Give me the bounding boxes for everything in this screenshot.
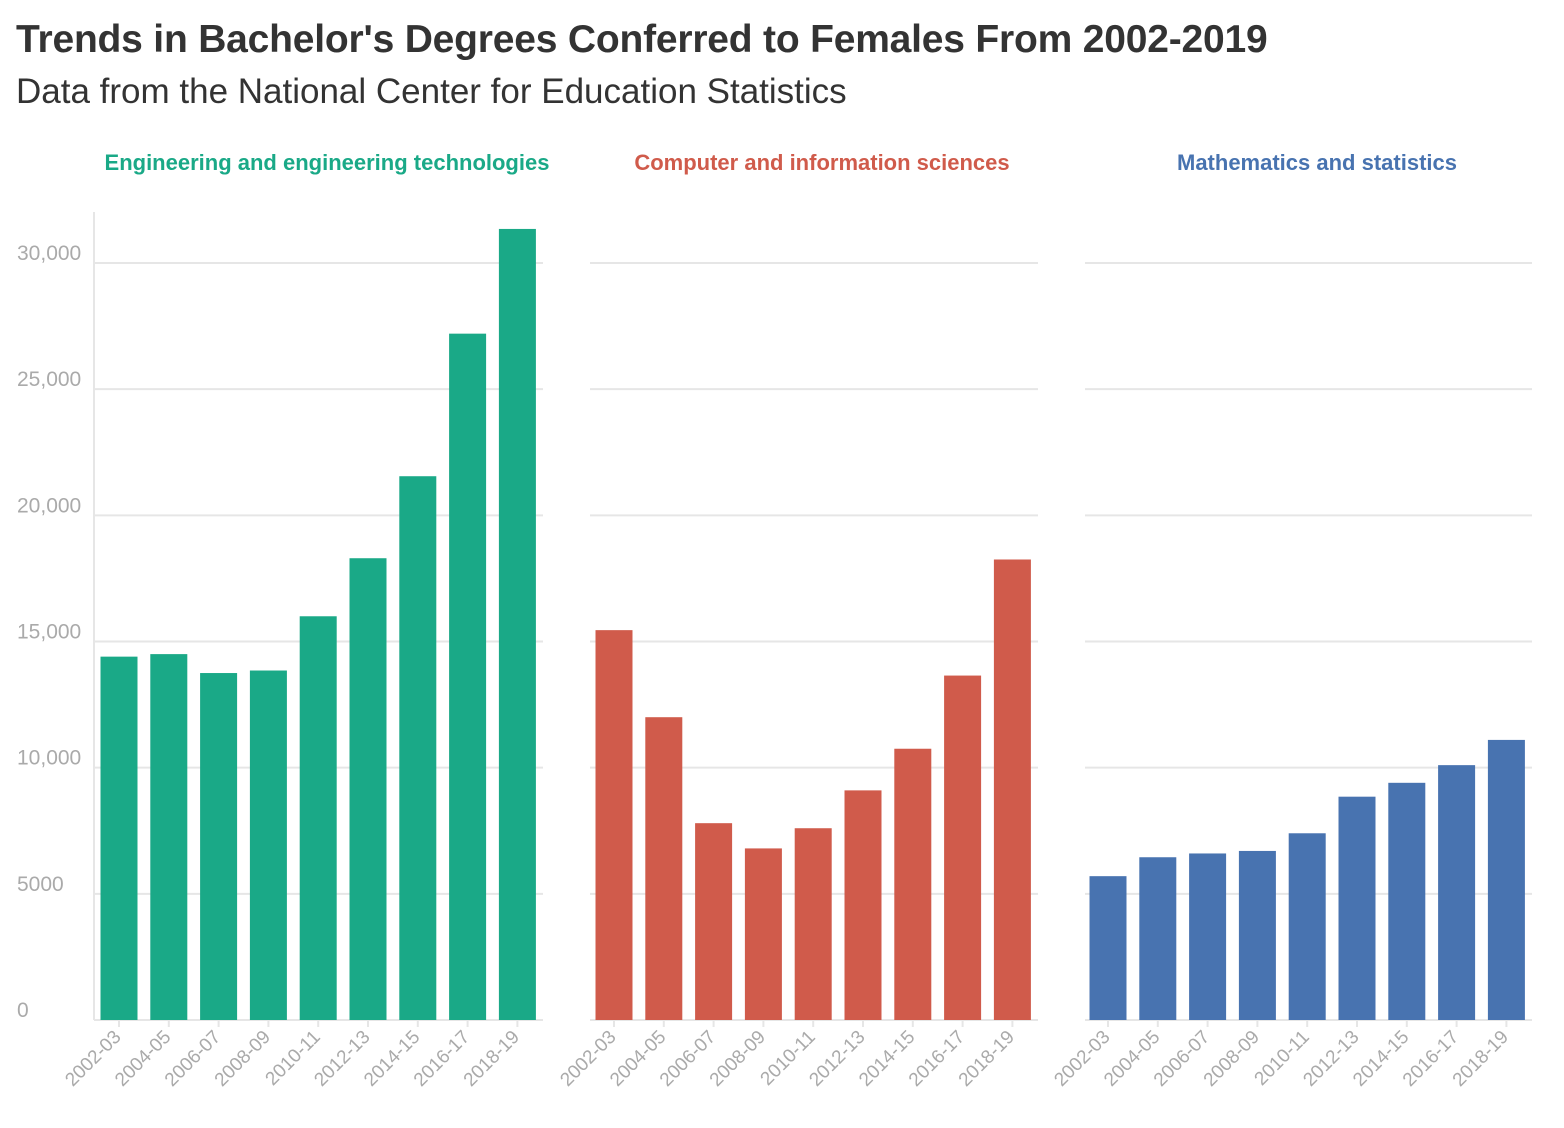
bar (744, 848, 782, 1020)
x-tick-label: 2008-09 (706, 1027, 770, 1091)
x-tick-label: 2018-19 (1449, 1027, 1513, 1091)
y-tick-label: 25,000 (17, 368, 81, 391)
bar (498, 228, 536, 1020)
x-tick-label: 2018-19 (460, 1027, 524, 1091)
x-tick-label: 2008-09 (211, 1027, 275, 1091)
bar (449, 333, 487, 1020)
bar (1388, 782, 1426, 1020)
bar (249, 670, 287, 1020)
panel-title: Computer and information sciences (634, 150, 1009, 175)
y-tick-label: 0 (17, 999, 29, 1022)
bar (1338, 796, 1376, 1020)
bar (1189, 853, 1227, 1020)
bar (1238, 850, 1276, 1020)
bar (944, 675, 982, 1020)
y-tick-label: 5000 (17, 873, 64, 896)
bar (1487, 739, 1525, 1020)
y-tick-label: 15,000 (17, 621, 81, 644)
bar (1089, 876, 1127, 1020)
bar (1288, 833, 1326, 1020)
x-tick-label: 2018-19 (955, 1027, 1019, 1091)
bar (794, 828, 832, 1020)
panel-3: Mathematics and statistics2002-032004-05… (1050, 150, 1532, 1091)
bar (349, 558, 387, 1020)
chart-title: Trends in Bachelor's Degrees Conferred t… (16, 18, 1268, 61)
panel-1: 0 5000 10,000 15,000 20,000 25,000 30,000 Engin… (17, 150, 549, 1091)
y-tick-label: 30,000 (17, 242, 81, 265)
x-tick-label: 2008-09 (1200, 1027, 1264, 1091)
panel-title: Engineering and engineering technologies (105, 150, 550, 175)
bar (595, 630, 633, 1020)
bar (1139, 857, 1177, 1020)
bar (993, 559, 1031, 1020)
bar (695, 823, 733, 1020)
bar (150, 654, 188, 1020)
chart-subtitle: Data from the National Center for Educat… (16, 72, 847, 111)
y-tick-label: 20,000 (17, 494, 81, 517)
y-tick-label: 10,000 (17, 747, 81, 770)
bar (200, 673, 238, 1020)
bar (299, 616, 337, 1020)
bar (100, 656, 138, 1020)
bar (894, 748, 932, 1020)
bar (1438, 765, 1476, 1020)
bar (399, 476, 437, 1020)
bar (844, 790, 882, 1020)
bar (645, 717, 683, 1020)
panel-title: Mathematics and statistics (1177, 150, 1457, 175)
panel-2: Computer and information sciences2002-03… (556, 150, 1038, 1091)
